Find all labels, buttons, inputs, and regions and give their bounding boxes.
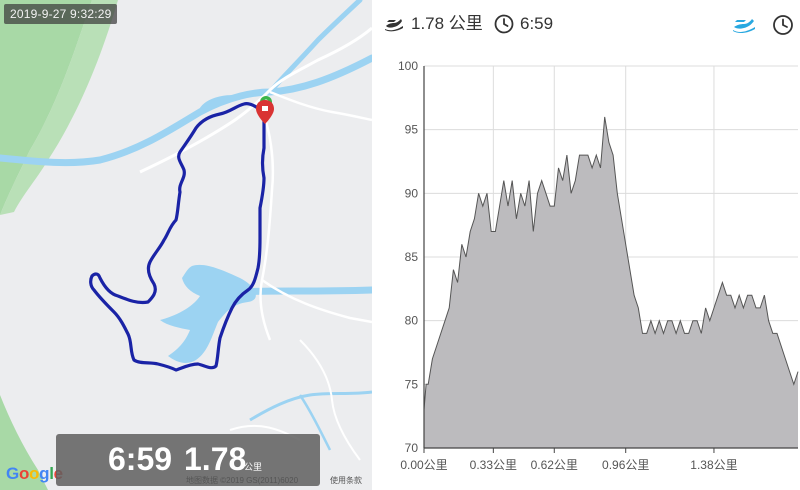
y-tick-label: 90 — [405, 186, 419, 200]
elevation-area — [424, 116, 798, 449]
road-3 — [261, 278, 372, 324]
x-tick-label: 1.38公里 — [690, 458, 737, 472]
road-4 — [269, 90, 372, 122]
stats-overlay: 6:59 1.78 公里 — [56, 434, 320, 486]
google-logo-letter: l — [49, 464, 54, 483]
map-copyright: 地图数据 ©2019 GS(2011)6020 — [186, 476, 299, 485]
route-map[interactable] — [0, 0, 372, 490]
overlay-unit: 公里 — [244, 462, 263, 472]
y-tick-label: 75 — [405, 377, 419, 391]
elevation-panel: 1.78 公里 6:59 70 75 80 85 90 95 100 0.00公里 0.33公里… — [380, 0, 800, 490]
map-panel[interactable]: 2019-9-27 9:32:29 Google 6:59 1.78 公里 地图… — [0, 0, 372, 490]
road-2 — [259, 109, 275, 341]
y-tick-label: 85 — [405, 250, 419, 264]
overlay-distance: 1.78 — [184, 441, 247, 477]
google-logo[interactable]: Google — [6, 464, 63, 484]
river-branch-left — [198, 95, 241, 114]
lake — [160, 264, 256, 363]
y-tick-label: 80 — [405, 314, 419, 328]
panel-divider — [372, 0, 380, 490]
y-tick-label: 100 — [398, 59, 418, 73]
summary-distance: 1.78 公里 — [411, 14, 483, 33]
google-logo-letter: g — [39, 464, 50, 483]
time-toggle-icon[interactable] — [772, 14, 794, 36]
google-logo-letter: o — [29, 464, 40, 483]
google-logo-letter: G — [6, 464, 19, 483]
elevation-line — [423, 116, 799, 410]
elevation-chart[interactable]: 70 75 80 85 90 95 100 0.00公里 0.33公里 0.62公里 0.96公里 1… — [380, 50, 800, 490]
park-area-lower — [0, 395, 48, 490]
x-tick-label: 0.33公里 — [470, 458, 517, 472]
x-tick-label: 0.00公里 — [400, 458, 447, 472]
overlay-time: 6:59 — [108, 441, 173, 477]
end-marker-icon[interactable] — [256, 100, 274, 124]
river-top — [0, 54, 372, 167]
stream-bottom-2 — [298, 394, 332, 451]
clock-icon — [494, 14, 514, 34]
y-tick-label: 70 — [405, 441, 419, 455]
stream-bottom — [249, 390, 372, 422]
timestamp-badge: 2019-9-27 9:32:29 — [4, 4, 118, 24]
road-5 — [299, 339, 361, 461]
road-1 — [139, 26, 372, 174]
map-terms-link[interactable]: 使用条款 — [330, 476, 362, 485]
summary-bar: 1.78 公里 6:59 — [380, 0, 800, 50]
running-route — [89, 102, 266, 372]
distance-toggle-icon[interactable] — [732, 15, 756, 35]
y-tick-label: 95 — [405, 123, 419, 137]
summary-time: 6:59 — [520, 14, 554, 33]
google-logo-letter: o — [18, 464, 30, 483]
x-tick-label: 0.96公里 — [602, 458, 649, 472]
shoe-icon — [385, 19, 403, 32]
river-right — [236, 286, 372, 296]
x-tick-label: 0.62公里 — [531, 458, 578, 472]
